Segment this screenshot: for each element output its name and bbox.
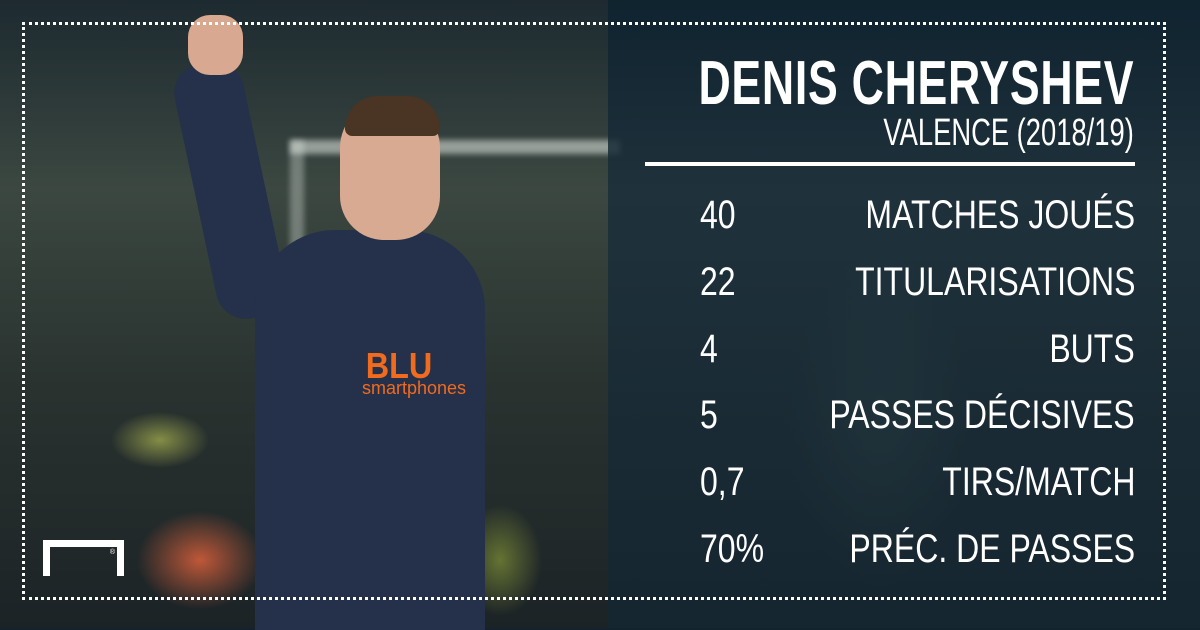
stat-value: 5 — [700, 393, 718, 437]
player-hair — [345, 96, 440, 136]
stat-value: 4 — [700, 327, 718, 371]
stat-value: 70% — [700, 527, 765, 571]
stat-label: MATCHES JOUÉS — [865, 193, 1135, 237]
stat-label: BUTS — [1049, 327, 1135, 371]
stat-row: 5 PASSES DÉCISIVES — [700, 393, 1135, 443]
stat-row: 0,7 TIRS/MATCH — [700, 460, 1135, 510]
team-season: VALENCE (2018/19) — [883, 112, 1134, 154]
stat-row: 40 MATCHES JOUÉS — [700, 193, 1135, 243]
stat-value: 0,7 — [700, 460, 745, 504]
stat-row: 4 BUTS — [700, 327, 1135, 377]
sponsor-brand: BLU — [365, 345, 433, 386]
stat-label: PRÉC. DE PASSES — [849, 527, 1135, 571]
stat-value: 22 — [700, 260, 736, 304]
stat-value: 40 — [700, 193, 736, 237]
stat-label: PASSES DÉCISIVES — [829, 393, 1135, 437]
goal-logo-icon: ® — [43, 540, 124, 576]
registered-mark: ® — [109, 549, 115, 556]
stat-row: 22 TITULARISATIONS — [700, 260, 1135, 310]
stat-label: TITULARISATIONS — [854, 260, 1135, 304]
player-body — [255, 230, 485, 630]
stats-panel — [608, 0, 1200, 628]
stat-row: 70% PRÉC. DE PASSES — [700, 527, 1135, 577]
player-name: DENIS CHERYSHEV — [698, 49, 1134, 118]
sponsor-tagline: smartphones — [362, 378, 467, 398]
divider — [645, 162, 1135, 166]
player-fist — [188, 15, 243, 75]
stat-label: TIRS/MATCH — [941, 460, 1135, 504]
dotted-frame — [22, 22, 1166, 600]
